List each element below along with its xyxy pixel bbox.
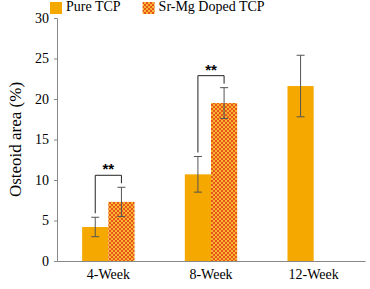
axis-line xyxy=(54,19,58,262)
legend-swatch xyxy=(50,2,62,14)
error-bar-line xyxy=(224,88,225,119)
tick-mark xyxy=(54,140,57,141)
tick-label: 20 xyxy=(35,92,49,107)
tick-label: 8-Week xyxy=(189,267,232,282)
marks xyxy=(82,55,314,261)
tick-label: 10 xyxy=(35,173,49,188)
y-axis: 0 5 10 15 20 25 30 xyxy=(35,11,58,269)
error-bar-line xyxy=(300,55,301,117)
legend: Pure TCP Sr-Mg Doped TCP xyxy=(50,0,265,14)
legend-label: Sr-Mg Doped TCP xyxy=(159,0,265,14)
error-bar-line xyxy=(95,217,96,236)
y-tick: 25 xyxy=(35,51,57,66)
bar xyxy=(211,103,237,261)
error-bar-line xyxy=(297,116,305,117)
error-bar-line xyxy=(121,187,122,216)
error-bar-line xyxy=(117,187,125,188)
x-tick: 4-Week xyxy=(87,261,130,282)
tick-mark xyxy=(54,99,57,100)
error-bar xyxy=(117,187,125,216)
tick-label: 5 xyxy=(42,213,49,228)
legend-swatch xyxy=(143,2,155,14)
y-axis-title: Osteoid area (%) xyxy=(6,82,25,197)
error-bar-line xyxy=(117,216,125,217)
axis-line xyxy=(58,261,366,262)
error-bar-line xyxy=(297,55,305,56)
tick-label: 30 xyxy=(35,11,49,26)
y-tick: 10 xyxy=(35,173,57,188)
error-bar-line xyxy=(220,87,228,88)
tick-label: 12-Week xyxy=(289,267,339,282)
plot: 0 5 10 15 20 25 30 4-Week 8-Week 12-Week ** ** xyxy=(35,11,366,282)
error-bar xyxy=(91,217,99,236)
x-tick: 8-Week xyxy=(189,261,232,282)
tick-mark xyxy=(54,59,57,60)
tick-mark xyxy=(54,221,57,222)
tick-label: 15 xyxy=(35,132,49,147)
legend-label: Pure TCP xyxy=(66,0,121,14)
tick-label: 0 xyxy=(42,254,49,269)
error-bar-line xyxy=(91,217,99,218)
error-bar-line xyxy=(194,156,202,157)
tick-mark xyxy=(54,180,57,181)
annotation: ** xyxy=(205,61,217,78)
tick-mark xyxy=(54,261,57,262)
x-axis: 4-Week 8-Week 12-Week xyxy=(58,261,366,282)
y-tick: 5 xyxy=(42,213,57,228)
y-tick: 15 xyxy=(35,132,57,147)
error-bar xyxy=(220,88,228,119)
error-bar-line xyxy=(220,118,228,119)
error-bar xyxy=(297,55,305,117)
chart: 0 5 10 15 20 25 30 4-Week 8-Week 12-Week ** ** Osteo… xyxy=(0,0,370,289)
error-bar-line xyxy=(194,192,202,193)
significance-bracket xyxy=(95,175,121,213)
annotation: ** xyxy=(102,160,114,177)
error-bar-line xyxy=(91,236,99,237)
significance-bracket xyxy=(198,76,224,153)
x-tick: 12-Week xyxy=(289,261,339,282)
tick-mark xyxy=(54,18,57,19)
y-tick: 0 xyxy=(42,254,57,269)
error-bar xyxy=(194,157,202,193)
tick-label: 25 xyxy=(35,51,49,66)
y-tick: 20 xyxy=(35,92,57,107)
tick-label: 4-Week xyxy=(87,267,130,282)
error-bar-line xyxy=(197,157,198,193)
